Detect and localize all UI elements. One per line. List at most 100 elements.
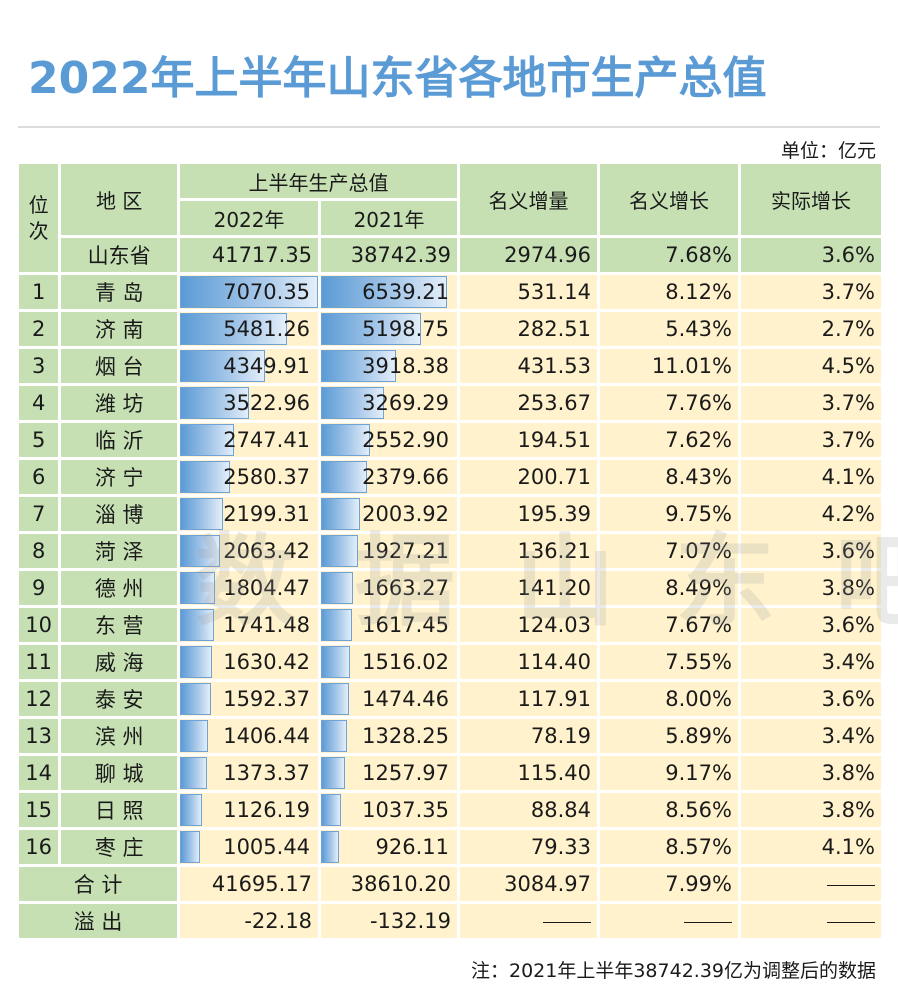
city-name: 德 州: [61, 571, 178, 605]
city-real-growth: 3.6%: [740, 682, 881, 716]
province-gdp-2021: 38742.39: [321, 238, 457, 272]
data-bar: [180, 572, 216, 604]
header-gdp-group: 上半年生产总值: [180, 164, 457, 198]
city-nominal-growth: 5.89%: [599, 719, 738, 753]
bar-value: 1592.37: [223, 687, 311, 711]
city-nominal-growth: 11.01%: [599, 349, 738, 383]
city-gdp-2022: 2199.31: [180, 497, 319, 531]
city-nominal-growth: 8.43%: [599, 460, 738, 494]
city-increase: 194.51: [460, 423, 597, 457]
city-increase: 431.53: [460, 349, 597, 383]
city-name: 东 营: [61, 608, 178, 642]
total-increase: 3084.97: [460, 867, 597, 901]
city-increase: 282.51: [460, 312, 597, 346]
city-rank: 13: [19, 719, 59, 753]
bar-value: 3522.96: [223, 391, 311, 415]
city-gdp-2021: 2003.92: [321, 497, 457, 531]
city-row: 10 东 营 1741.48 1617.45 124.03 7.67% 3.6%: [19, 608, 881, 642]
bar-value: 1406.44: [223, 724, 311, 748]
city-rank: 12: [19, 682, 59, 716]
province-real-growth: 3.6%: [740, 238, 881, 272]
city-increase: 200.71: [460, 460, 597, 494]
header-region: 地 区: [61, 164, 178, 235]
city-rank: 7: [19, 497, 59, 531]
city-nominal-growth: 8.57%: [599, 830, 738, 864]
overflow-label: 溢 出: [19, 904, 178, 938]
data-bar: [321, 646, 351, 678]
overflow-gdp-2021: -132.19: [321, 904, 457, 938]
city-name: 滨 州: [61, 719, 178, 753]
city-name: 淄 博: [61, 497, 178, 531]
total-real-growth: [740, 867, 881, 901]
city-gdp-2022: 3522.96: [180, 386, 319, 420]
overflow-nominal-growth: [599, 904, 738, 938]
city-gdp-2021: 926.11: [321, 830, 457, 864]
bar-value: 2580.37: [223, 465, 311, 489]
province-increase: 2974.96: [460, 238, 597, 272]
bar-value: 2379.66: [362, 465, 449, 489]
page-title: 2022年上半年山东省各地市生产总值: [28, 53, 767, 104]
city-rank: 3: [19, 349, 59, 383]
bar-value: 5198.75: [362, 317, 449, 341]
city-real-growth: 3.7%: [740, 275, 881, 309]
data-bar: [180, 350, 265, 382]
data-bar: [180, 794, 203, 826]
header-row-1: 位次 地 区 上半年生产总值 名义增量 名义增长 实际增长: [19, 164, 881, 272]
bar-value: 3918.38: [362, 354, 449, 378]
city-name: 菏 泽: [61, 534, 178, 568]
bar-value: 1328.25: [362, 724, 449, 748]
city-gdp-2022: 1741.48: [180, 608, 319, 642]
city-gdp-2022: 1592.37: [180, 682, 319, 716]
total-gdp-2022: 41695.17: [180, 867, 319, 901]
city-rank: 10: [19, 608, 59, 642]
city-real-growth: 3.6%: [740, 534, 881, 568]
city-gdp-2022: 4349.91: [180, 349, 319, 383]
city-row: 16 枣 庄 1005.44 926.11 79.33 8.57% 4.1%: [19, 830, 881, 864]
data-bar: [180, 424, 234, 456]
total-row: 合 计 41695.17 38610.20 3084.97 7.99%: [19, 867, 881, 901]
bar-value: 1126.19: [223, 798, 311, 822]
city-row: 12 泰 安 1592.37 1474.46 117.91 8.00% 3.6%: [19, 682, 881, 716]
bar-value: 2003.92: [362, 502, 449, 526]
data-bar: [321, 609, 353, 641]
city-name: 临 沂: [61, 423, 178, 457]
city-gdp-2022: 1005.44: [180, 830, 319, 864]
data-bar: [321, 313, 421, 345]
city-name: 泰 安: [61, 682, 178, 716]
city-gdp-2022: 1373.37: [180, 756, 319, 790]
city-gdp-2021: 1474.46: [321, 682, 457, 716]
city-gdp-2021: 1037.35: [321, 793, 457, 827]
bar-value: 6539.21: [362, 280, 449, 304]
city-nominal-growth: 7.07%: [599, 534, 738, 568]
city-name: 聊 城: [61, 756, 178, 790]
data-bar: [321, 387, 384, 419]
unit-label: 单位：亿元: [780, 140, 876, 162]
header-nominal-increase: 名义增量: [460, 164, 597, 235]
data-bar: [180, 276, 319, 308]
city-name: 青 岛: [61, 275, 178, 309]
city-gdp-2021: 1663.27: [321, 571, 457, 605]
bar-value: 3269.29: [362, 391, 449, 415]
gdp-table: 位次 地 区 上半年生产总值 名义增量 名义增长 实际增长 2022年 2021…: [16, 161, 884, 941]
city-nominal-growth: 7.55%: [599, 645, 738, 679]
bar-value: 5481.26: [223, 317, 311, 341]
city-row: 13 滨 州 1406.44 1328.25 78.19 5.89% 3.4%: [19, 719, 881, 753]
city-real-growth: 3.8%: [740, 793, 881, 827]
data-bar: [180, 831, 200, 863]
city-increase: 136.21: [460, 534, 597, 568]
city-increase: 114.40: [460, 645, 597, 679]
header-real-growth: 实际增长: [740, 164, 881, 235]
city-gdp-2021: 1257.97: [321, 756, 457, 790]
data-bar: [180, 387, 249, 419]
city-gdp-2022: 2063.42: [180, 534, 319, 568]
province-nominal-growth: 7.68%: [599, 238, 738, 272]
dash-mark: [683, 921, 732, 923]
city-gdp-2021: 1927.21: [321, 534, 457, 568]
city-rank: 8: [19, 534, 59, 568]
